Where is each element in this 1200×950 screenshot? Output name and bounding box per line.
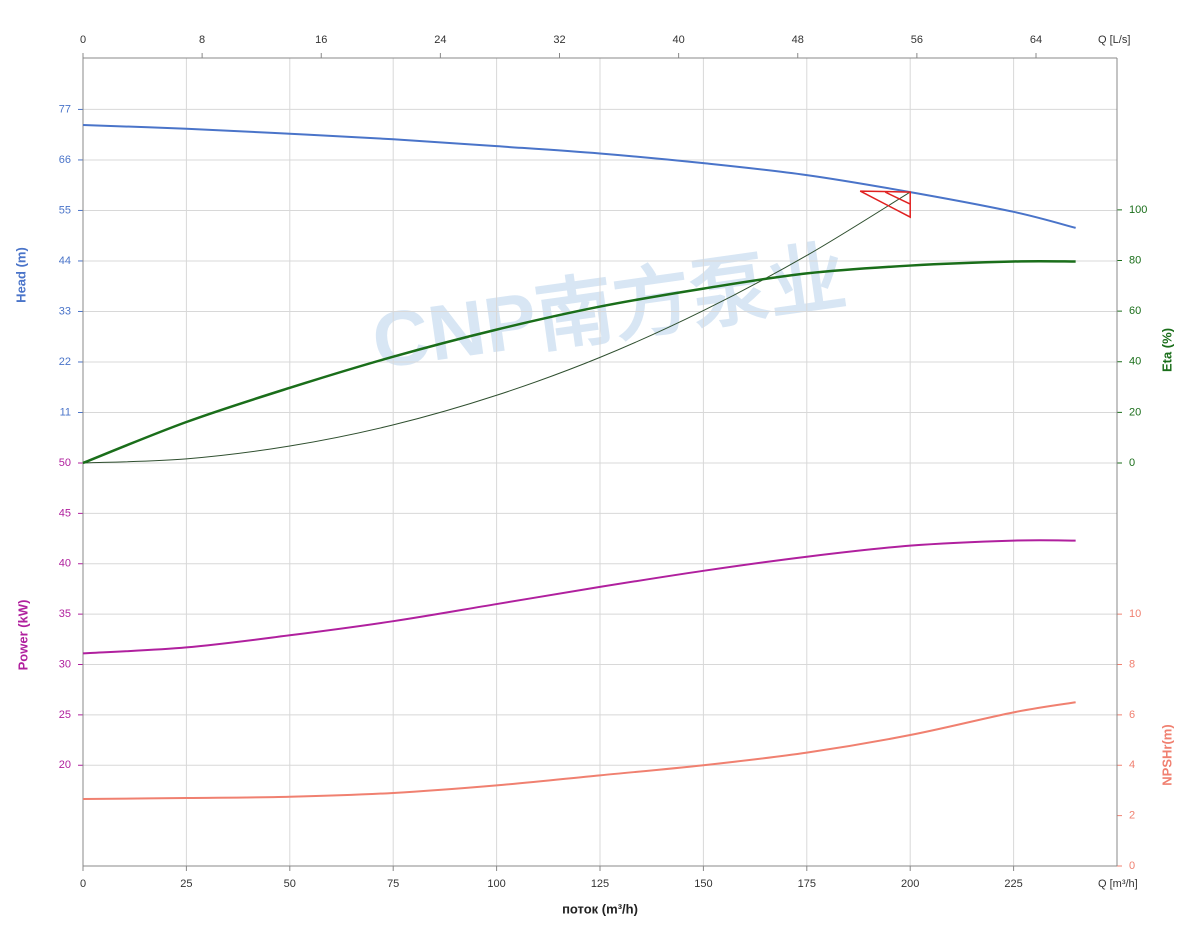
y-tick-label: 2 xyxy=(1129,810,1135,822)
x2-tick-label: 24 xyxy=(434,34,446,46)
head-axis-title: Head (m) xyxy=(13,247,28,303)
y-tick-label: 33 xyxy=(59,305,71,317)
x-tick-label: 50 xyxy=(284,878,296,890)
x-tick-label: 225 xyxy=(1004,878,1022,890)
y-tick-label: 6 xyxy=(1129,709,1135,721)
y-tick-label: 20 xyxy=(59,759,71,771)
series-line xyxy=(82,701,1076,801)
y-tick-label: 44 xyxy=(59,255,71,267)
y-tick-label: 11 xyxy=(60,406,71,418)
x-axis-title: поток (m³/h) xyxy=(562,901,638,916)
y-tick-label: 50 xyxy=(59,457,71,469)
series-line xyxy=(82,259,1076,465)
x-tick-label: 200 xyxy=(901,878,919,890)
series-line xyxy=(82,539,1076,655)
series-line xyxy=(82,124,1076,229)
x2-tick-label: 32 xyxy=(553,34,565,46)
y-tick-label: 35 xyxy=(59,608,71,620)
npsh-axis-title: NPSHr(m) xyxy=(1159,724,1174,785)
duty-point xyxy=(859,190,911,219)
x-tick-label: 100 xyxy=(487,878,505,890)
y-tick-label: 20 xyxy=(1129,406,1141,418)
x2-tick-label: 16 xyxy=(315,34,327,46)
x-tick-label: 150 xyxy=(694,878,712,890)
x-tick-label: 175 xyxy=(798,878,816,890)
y-tick-label: 80 xyxy=(1129,254,1141,266)
x2-tick-label: 0 xyxy=(80,34,86,46)
x2-tick-label: 64 xyxy=(1030,34,1042,46)
y-tick-label: 8 xyxy=(1129,658,1135,670)
x2-tick-label: 48 xyxy=(792,34,804,46)
x2-tick-label: 56 xyxy=(911,34,923,46)
y-tick-label: 60 xyxy=(1129,305,1141,317)
y-tick-label: 30 xyxy=(59,658,71,670)
y-tick-label: 100 xyxy=(1129,204,1147,216)
x-tick-label: 125 xyxy=(591,878,609,890)
y-tick-label: 22 xyxy=(59,356,71,368)
eta-axis-title: Eta (%) xyxy=(1159,328,1174,372)
x-tick-label: 0 xyxy=(80,878,86,890)
y-tick-label: 40 xyxy=(59,558,71,570)
y-tick-label: 77 xyxy=(59,103,71,115)
y-tick-label: 66 xyxy=(59,154,71,166)
y-tick-label: 55 xyxy=(59,204,71,216)
y-tick-label: 0 xyxy=(1129,457,1135,469)
y-tick-label: 25 xyxy=(59,709,71,721)
power-axis-title: Power (kW) xyxy=(15,600,30,671)
series-line xyxy=(82,191,911,464)
x2-axis-label: Q [L/s] xyxy=(1098,34,1130,46)
x-tick-label: 25 xyxy=(180,878,192,890)
y-tick-label: 10 xyxy=(1129,608,1141,620)
y-tick-label: 40 xyxy=(1129,356,1141,368)
x-tick-label: 75 xyxy=(387,878,399,890)
y-tick-label: 45 xyxy=(59,507,71,519)
y-tick-label: 0 xyxy=(1129,860,1135,872)
x2-tick-label: 40 xyxy=(672,34,684,46)
x-axis-label: Q [m³/h] xyxy=(1098,878,1138,890)
y-tick-label: 4 xyxy=(1129,759,1135,771)
x2-tick-label: 8 xyxy=(199,34,205,46)
